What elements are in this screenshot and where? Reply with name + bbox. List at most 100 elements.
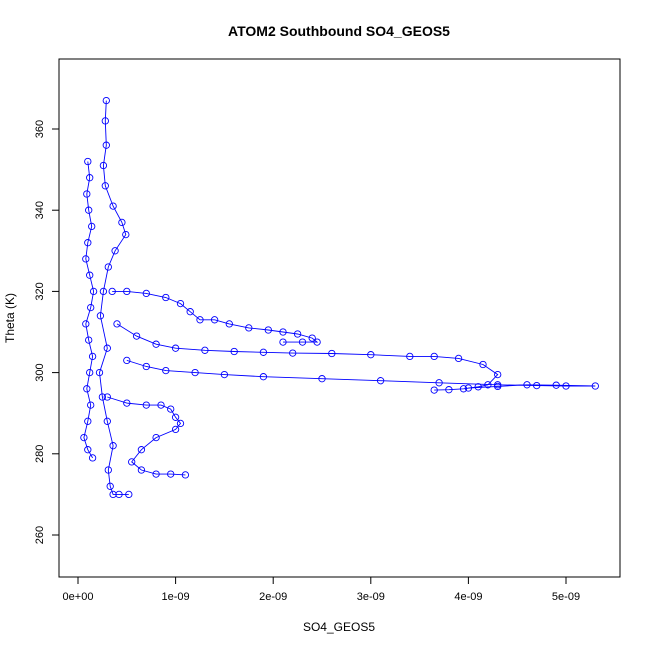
- x-tick-label: 3e-09: [357, 591, 385, 603]
- y-axis: 260 280 300 320 340 360: [34, 120, 60, 544]
- series-line: [83, 161, 95, 459]
- data-point: [171, 425, 180, 434]
- data-point: [84, 157, 92, 166]
- y-tick-label: 360: [34, 120, 46, 138]
- x-axis-label: SO4_GEOS5: [303, 620, 375, 634]
- data-point: [430, 386, 438, 394]
- data-point: [88, 222, 96, 231]
- data-point: [103, 417, 111, 425]
- data-point: [101, 182, 109, 190]
- series-5: [80, 157, 98, 462]
- data-point: [86, 271, 94, 279]
- data-point: [99, 161, 108, 170]
- data-point: [445, 386, 453, 394]
- data-point: [176, 419, 185, 428]
- data-point: [82, 255, 90, 263]
- data-point: [279, 328, 287, 336]
- x-tick-label: 4e-09: [454, 591, 482, 603]
- data-point: [210, 316, 219, 324]
- data-point: [459, 385, 468, 393]
- data-point: [106, 482, 114, 490]
- series-line: [116, 323, 499, 391]
- data-point: [328, 349, 336, 358]
- data-point: [225, 320, 233, 328]
- data-point: [191, 368, 199, 377]
- data-point: [171, 413, 180, 421]
- data-point: [104, 466, 112, 474]
- data-point: [87, 401, 95, 409]
- chart-title: ATOM2 Southbound SO4_GEOS5: [228, 23, 450, 39]
- data-point: [157, 401, 165, 409]
- data-point: [523, 381, 531, 389]
- data-point: [109, 490, 117, 499]
- plot-frame: [58, 58, 621, 578]
- data-point: [109, 442, 117, 450]
- data-point: [162, 366, 170, 375]
- data-point: [167, 470, 175, 478]
- data-point: [83, 190, 91, 198]
- data-point: [318, 375, 326, 383]
- data-point: [109, 202, 117, 210]
- data-point: [376, 377, 385, 385]
- data-point: [171, 344, 180, 352]
- data-point: [103, 344, 111, 352]
- data-point: [85, 336, 93, 344]
- data-point: [128, 458, 136, 466]
- series-1: [108, 287, 321, 346]
- data-point: [230, 347, 238, 356]
- data-point: [102, 141, 110, 149]
- x-tick-label: 0e+00: [63, 591, 94, 603]
- data-point: [220, 370, 229, 379]
- data-point: [84, 239, 92, 247]
- data-point: [464, 384, 473, 392]
- data-point: [494, 370, 502, 379]
- data-point: [132, 332, 141, 340]
- data-point: [101, 117, 109, 125]
- data-point: [104, 263, 112, 271]
- series-line: [112, 290, 319, 343]
- data-point: [435, 379, 443, 387]
- data-point: [201, 346, 209, 354]
- data-point: [80, 433, 88, 442]
- data-point: [279, 338, 287, 346]
- y-tick-label: 300: [34, 363, 46, 381]
- x-tick-label: 5e-09: [552, 591, 580, 603]
- data-point: [123, 356, 131, 365]
- data-point: [125, 490, 133, 499]
- series-2: [113, 320, 502, 394]
- y-tick-label: 260: [34, 526, 46, 544]
- data-point: [474, 383, 482, 391]
- series-3: [123, 356, 599, 392]
- data-point: [562, 382, 570, 390]
- data-point: [99, 287, 108, 296]
- data-point: [87, 303, 95, 312]
- data-point: [181, 471, 190, 479]
- data-point: [533, 381, 541, 390]
- series-line: [99, 100, 129, 495]
- data-point: [82, 320, 90, 328]
- data-point: [264, 326, 272, 334]
- data-point: [176, 299, 185, 308]
- data-point: [137, 466, 146, 474]
- data-point: [108, 287, 116, 296]
- data-point: [111, 247, 119, 255]
- data-point: [162, 293, 170, 302]
- data-point: [313, 338, 321, 346]
- data-point: [454, 354, 463, 363]
- data-point: [259, 373, 268, 381]
- x-tick-label: 1e-09: [162, 591, 190, 603]
- data-point: [245, 324, 253, 332]
- series-4: [103, 393, 190, 479]
- series-0: [95, 96, 133, 499]
- data-point: [259, 348, 268, 356]
- data-point: [494, 382, 502, 391]
- series-line: [126, 359, 596, 389]
- series-line: [107, 396, 186, 476]
- data-point: [89, 287, 98, 296]
- data-point: [122, 230, 130, 239]
- data-point: [103, 393, 111, 401]
- data-point: [123, 287, 131, 296]
- data-point: [113, 320, 121, 328]
- y-axis-label: Theta (K): [3, 293, 17, 343]
